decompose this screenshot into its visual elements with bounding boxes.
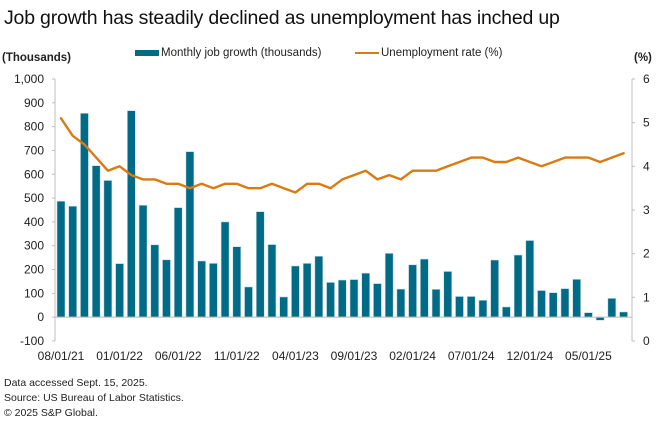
chart-title: Job growth has steadily declined as unem…	[4, 7, 560, 29]
bar-job-growth	[443, 271, 453, 318]
bar-job-growth	[326, 282, 335, 318]
legend-label-job-growth: Monthly job growth (thousands)	[161, 47, 322, 59]
legend-item-unemployment: Unemployment rate (%)	[355, 47, 502, 59]
bar-job-growth	[197, 260, 206, 318]
left-axis-tick-label: 1,000	[14, 72, 44, 86]
x-axis-tick-label: 11/01/22	[214, 349, 260, 363]
x-axis-tick-label: 05/01/25	[565, 349, 612, 363]
right-axis-tick-label: 2	[643, 247, 650, 261]
bar-job-growth	[127, 110, 136, 318]
bar-job-growth	[220, 221, 230, 318]
bar-job-growth	[431, 289, 441, 318]
bar-job-growth	[150, 244, 160, 318]
bar-job-growth	[91, 165, 101, 318]
left-axis-tick-label: 400	[24, 215, 44, 229]
line-unemployment-rate	[59, 117, 625, 194]
bar-job-growth	[408, 264, 417, 318]
x-axis-tick-label: 09/01/23	[331, 349, 378, 363]
legend-item-job-growth: Monthly job growth (thousands)	[135, 47, 321, 59]
left-axis-tick-label: 0	[37, 310, 44, 324]
bar-job-growth	[490, 259, 499, 318]
left-axis-tick-label: -100	[20, 334, 44, 348]
legend-label-unemployment: Unemployment rate (%)	[381, 47, 503, 59]
bar-job-growth	[548, 292, 558, 318]
left-axis-tick-label: 300	[24, 239, 44, 253]
bar-job-growth	[502, 306, 511, 318]
bar-job-growth	[209, 263, 218, 318]
left-axis-tick-label: 800	[24, 120, 44, 134]
x-axis-tick-label: 07/01/24	[448, 349, 495, 363]
bar-job-growth	[572, 279, 581, 318]
bar-job-growth	[607, 298, 617, 318]
legend-bar-swatch-icon	[135, 50, 159, 56]
bar-job-growth	[255, 211, 265, 318]
x-axis-tick-label: 04/01/23	[272, 349, 319, 363]
footer-note: Data accessed Sept. 15, 2025.	[4, 377, 148, 389]
right-axis-tick-label: 0	[643, 334, 650, 348]
bar-job-growth	[302, 263, 312, 318]
bar-job-growth	[173, 207, 183, 318]
bar-job-growth	[384, 253, 394, 318]
right-axis-tick-label: 4	[643, 159, 650, 173]
bar-job-growth	[162, 259, 171, 318]
left-axis-tick-label: 500	[24, 191, 44, 205]
left-axis-unit-label: (Thousands)	[2, 52, 71, 64]
left-axis-tick-label: 100	[24, 286, 44, 300]
bar-job-growth	[56, 200, 66, 318]
bar-job-growth	[291, 265, 300, 318]
bar-job-growth	[267, 244, 277, 318]
bar-job-growth	[537, 290, 546, 318]
x-axis-tick-label: 08/01/21	[38, 349, 85, 363]
bar-job-growth	[361, 272, 371, 318]
legend-line-swatch-icon	[355, 51, 379, 55]
bar-job-growth	[185, 151, 195, 318]
right-axis-tick-label: 6	[643, 72, 650, 86]
footer-source: Source: US Bureau of Labor Statistics.	[4, 392, 184, 404]
footer: Data accessed Sept. 15, 2025. Source: US…	[4, 376, 184, 421]
bar-job-growth	[560, 288, 570, 318]
bar-job-growth	[138, 204, 148, 318]
bar-job-growth	[420, 258, 429, 318]
bar-job-growth	[373, 283, 382, 318]
footer-copyright: © 2025 S&P Global.	[4, 407, 98, 419]
bar-job-growth	[349, 279, 359, 318]
bar-job-growth	[584, 312, 593, 318]
bar-job-growth	[103, 180, 113, 318]
right-axis-unit-label: (%)	[634, 52, 652, 64]
bar-job-growth	[115, 263, 124, 318]
x-axis-tick-label: 12/01/24	[506, 349, 553, 363]
legend: Monthly job growth (thousands) Unemploym…	[0, 47, 660, 65]
left-axis-tick-label: 700	[24, 143, 44, 157]
bar-job-growth	[619, 311, 628, 318]
x-axis-tick-label: 01/01/22	[96, 349, 143, 363]
x-axis-tick-label: 02/01/24	[389, 349, 436, 363]
bar-job-growth	[478, 299, 488, 318]
bar-job-growth	[455, 296, 464, 318]
right-axis-tick-label: 3	[643, 203, 650, 217]
x-axis-tick-label: 06/01/22	[155, 349, 202, 363]
left-axis-tick-label: 600	[24, 167, 44, 181]
right-axis-tick-label: 1	[643, 290, 650, 304]
bar-job-growth	[466, 296, 476, 318]
bar-job-growth	[525, 240, 535, 318]
bar-job-growth	[513, 254, 523, 318]
bar-job-growth	[68, 205, 78, 318]
bar-job-growth	[279, 296, 288, 318]
left-axis-tick-label: 900	[24, 96, 44, 110]
bar-job-growth	[244, 286, 253, 318]
left-axis-tick-label: 200	[24, 263, 44, 277]
bar-job-growth	[396, 288, 406, 318]
bar-job-growth	[314, 255, 324, 318]
right-axis-tick-label: 5	[643, 116, 650, 130]
bar-job-growth	[232, 246, 242, 318]
bar-job-growth	[337, 279, 347, 318]
